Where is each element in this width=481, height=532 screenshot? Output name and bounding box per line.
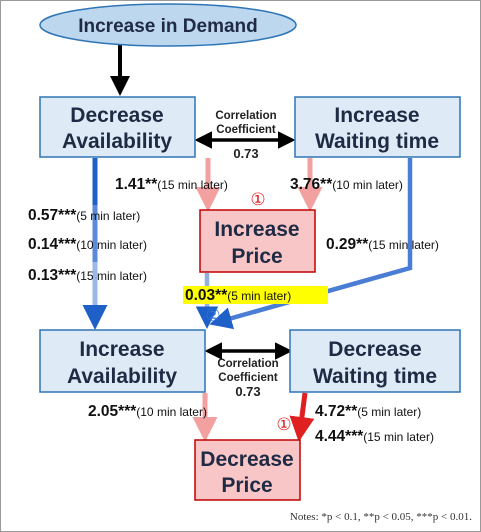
notes: Notes: *p < 0.1, **p < 0.05, ***p < 0.01… bbox=[290, 511, 472, 523]
coef: 0.13*** bbox=[28, 267, 77, 284]
lag: (15 min later) bbox=[157, 178, 228, 192]
node-box bbox=[39, 329, 206, 393]
node-ellipse bbox=[39, 3, 297, 47]
node-label: Increase bbox=[334, 104, 419, 127]
correlation-label: Correlation bbox=[217, 358, 278, 370]
edge-label: 1.41**(15 min later) bbox=[115, 176, 228, 193]
edge-label: 4.72**(5 min later) bbox=[315, 403, 421, 420]
lag: (15 min later) bbox=[368, 238, 439, 252]
coef: 0.14*** bbox=[28, 236, 77, 253]
correlation-label: Coefficient bbox=[218, 372, 278, 384]
coef: 0.29** bbox=[326, 236, 369, 253]
node-label: Price bbox=[221, 474, 272, 497]
edge-label: 0.13***(15 min later) bbox=[28, 267, 147, 284]
edge-label: 2.05***(10 min later) bbox=[88, 403, 207, 420]
coef: 0.03** bbox=[185, 287, 228, 304]
lag: (10 min later) bbox=[76, 238, 147, 252]
correlation-value: 0.73 bbox=[233, 146, 258, 161]
correlation-value: 0.73 bbox=[235, 384, 260, 399]
node-label: Increase bbox=[214, 218, 299, 241]
node-box bbox=[294, 96, 461, 158]
node-label: Price bbox=[231, 245, 282, 268]
edge-label: 0.14***(10 min later) bbox=[28, 236, 147, 253]
node-label: Decrease bbox=[328, 338, 421, 361]
node-box bbox=[289, 329, 461, 393]
node-label: Availability bbox=[67, 365, 177, 388]
marker: ① bbox=[250, 190, 265, 209]
node-box bbox=[39, 96, 196, 158]
node-label: Decrease bbox=[70, 104, 163, 127]
highlight bbox=[183, 286, 328, 304]
coef: 0.57*** bbox=[28, 207, 77, 224]
edge-label: 0.03**(5 min later) bbox=[185, 287, 291, 304]
node-label: Waiting time bbox=[315, 130, 439, 153]
node-box bbox=[194, 439, 301, 501]
lag: (10 min later) bbox=[332, 178, 403, 192]
node-label: Increase in Demand bbox=[78, 16, 258, 37]
lag: (10 min later) bbox=[136, 405, 207, 419]
coef: 4.72** bbox=[315, 403, 358, 420]
lag: (15 min later) bbox=[76, 269, 147, 283]
coef: 1.41** bbox=[115, 176, 158, 193]
coef: 2.05*** bbox=[88, 403, 137, 420]
node-label: Availability bbox=[62, 130, 172, 153]
coef: 3.76** bbox=[290, 176, 333, 193]
edge-label: 0.29**(15 min later) bbox=[326, 236, 439, 253]
lag: (5 min later) bbox=[76, 209, 140, 223]
edge-label: 4.44***(15 min later) bbox=[315, 428, 434, 445]
marker: ② bbox=[205, 306, 220, 325]
correlation-label: Correlation bbox=[215, 110, 276, 122]
coef: 4.44*** bbox=[315, 428, 364, 445]
node-label: Waiting time bbox=[313, 365, 437, 388]
edge-labels: 1.41**(15 min later) 3.76**(10 min later… bbox=[28, 176, 439, 445]
marker: ① bbox=[276, 415, 291, 434]
lag: (5 min later) bbox=[357, 405, 421, 419]
correlation-label: Coefficient bbox=[216, 124, 276, 136]
node-box bbox=[199, 209, 316, 273]
node-label: Decrease bbox=[200, 448, 293, 471]
edge-label: 3.76**(10 min later) bbox=[290, 176, 403, 193]
lag: (15 min later) bbox=[363, 430, 434, 444]
edge-label: 0.57***(5 min later) bbox=[28, 207, 140, 224]
node-label: Increase bbox=[79, 338, 164, 361]
lag: (5 min later) bbox=[227, 289, 291, 303]
